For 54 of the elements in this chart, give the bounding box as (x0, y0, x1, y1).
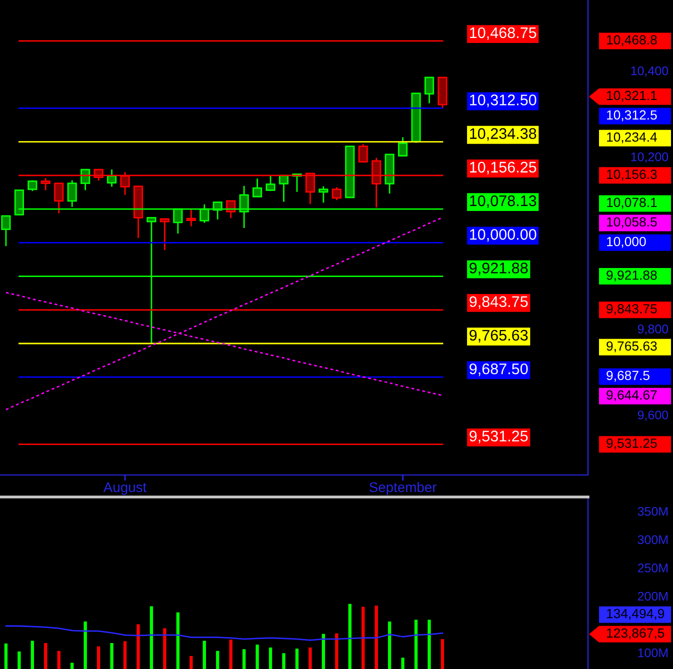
data-label: 10,078.13 (470, 195, 536, 208)
y-tick-label: 250M (638, 564, 668, 572)
data-label: 10,468.75 (470, 27, 536, 40)
candlestick (266, 175, 276, 192)
data-label: 10,156.25 (470, 162, 536, 174)
y-tick-label: 200M (638, 592, 668, 601)
text: 9,687.5 (606, 370, 650, 382)
text: 9,765.63 (606, 341, 657, 352)
data-label: 9,687.50 (470, 363, 528, 376)
candlestick (252, 178, 262, 198)
text: 10,468.8 (607, 35, 657, 46)
candlestick (160, 218, 170, 251)
text: 123,867,5 (607, 628, 664, 640)
data-label: 9,843.75 (470, 296, 528, 309)
text: 10,058.5 (607, 217, 657, 228)
candlestick (40, 177, 50, 191)
candlestick (186, 208, 196, 228)
candlestick (106, 168, 117, 188)
candlestick (318, 186, 328, 204)
text: 10,078.1 (607, 198, 657, 209)
text: 10,000 (607, 236, 646, 248)
text: 10,321.1 (607, 90, 657, 102)
data-label: 9,921.88 (470, 262, 528, 276)
text: 10,234.4 (607, 132, 657, 144)
data-label: 10,312.50 (470, 94, 536, 108)
y-tick-label: 350M (638, 506, 668, 516)
x-tick-label: September (369, 482, 437, 495)
x-tick-label: August (103, 482, 147, 495)
data-label: 10,234.38 (470, 128, 536, 141)
line-series (5, 216, 444, 410)
data-label: 9,531.25 (470, 430, 528, 444)
candlestick (332, 186, 342, 201)
line-series (5, 625, 444, 641)
y-tick-label: 10,400 (631, 66, 668, 77)
text: 134,494,9 (607, 608, 664, 620)
candlestick (54, 182, 64, 214)
text: 10,312.5 (607, 110, 657, 122)
data-label: 9,765.63 (470, 330, 528, 342)
y-tick-label: 9,600 (638, 410, 668, 421)
candlestick (278, 174, 289, 202)
text: 9,644.67 (606, 390, 657, 402)
candlestick (424, 76, 434, 104)
data-label: 10,000.00 (470, 229, 536, 242)
candlestick (358, 143, 368, 162)
text: 9,531.25 (606, 438, 657, 450)
candlestick (398, 136, 408, 156)
text: 9,843.75 (606, 304, 657, 315)
y-tick-label: 100M (638, 648, 668, 658)
candlestick (1, 215, 11, 247)
text: 10,156.3 (607, 170, 657, 181)
text: 9,921.88 (606, 270, 657, 282)
y-tick-label: 300M (638, 535, 668, 544)
y-tick-label: 9,800 (638, 324, 668, 335)
y-tick-label: 10,200 (631, 152, 668, 163)
